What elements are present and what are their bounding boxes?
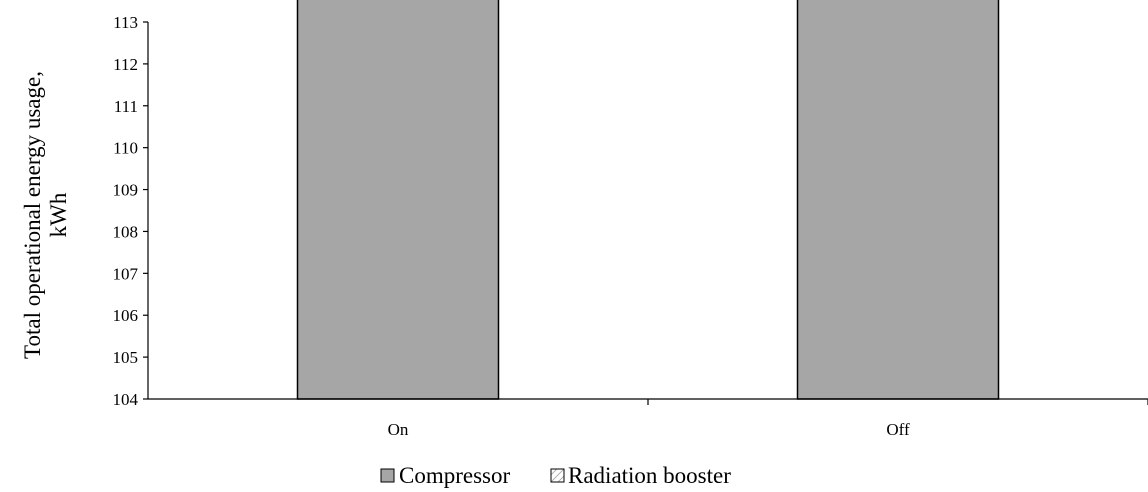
y-axis-title-line1: Total operational energy usage, [20, 71, 45, 359]
bar-compressor-on [296, 0, 500, 400]
y-tick-label: 109 [113, 181, 139, 200]
y-tick-label: 112 [113, 55, 138, 74]
x-tick-label: On [388, 420, 409, 439]
y-tick-label: 104 [113, 390, 139, 409]
x-ticks-group: On Off [388, 399, 1148, 439]
x-tick-label: Off [886, 420, 910, 439]
y-ticks-group: 104 105 106 107 108 109 110 111 112 113 [113, 13, 148, 409]
y-tick-label: 110 [113, 139, 138, 158]
y-tick-label: 108 [113, 222, 139, 241]
legend-swatch-compressor [380, 468, 395, 483]
y-tick-label: 107 [113, 264, 139, 283]
legend-swatch-radiation-booster [550, 468, 565, 483]
legend-label-compressor: Compressor [399, 463, 511, 488]
y-tick-label: 111 [114, 97, 138, 116]
y-tick-label: 113 [113, 13, 138, 32]
y-axis-title-line2: kWh [46, 192, 71, 237]
legend-label-radiation-booster: Radiation booster [568, 463, 731, 488]
y-tick-label: 106 [113, 306, 139, 325]
y-tick-label: 105 [113, 348, 139, 367]
bars-group [296, 0, 1000, 400]
legend: Compressor Radiation booster [380, 463, 731, 488]
bar-compressor-off [796, 0, 1000, 400]
